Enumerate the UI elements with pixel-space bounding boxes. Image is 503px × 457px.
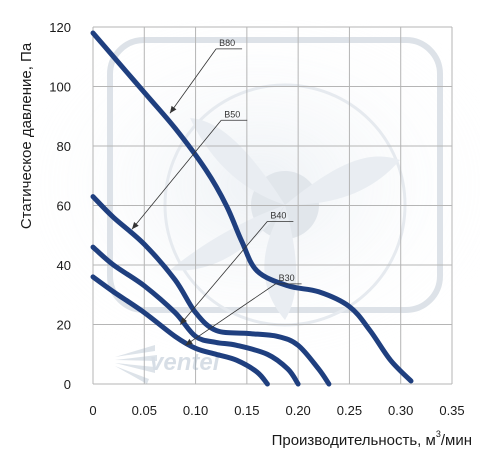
x-tick-label: 0.15 — [234, 403, 259, 418]
x-axis-title: Производительность, м3/мин — [272, 429, 472, 449]
x-axis-title-tail: /мин — [441, 432, 472, 449]
y-tick-label: 20 — [57, 318, 71, 333]
x-tick-label: 0.25 — [337, 403, 362, 418]
callout-arrow-b50 — [131, 221, 139, 230]
x-axis-title-superscript: 3 — [436, 429, 441, 439]
curve-b50 — [90, 194, 332, 387]
curve-b40 — [90, 244, 301, 387]
series-curves — [90, 30, 414, 387]
y-axis-title: Статическое давление, Па — [18, 42, 35, 229]
callout-leader-b80 — [169, 48, 217, 114]
x-axis-title-main: Производительность, м — [272, 432, 436, 449]
y-tick-label: 100 — [49, 80, 71, 95]
y-tick-label: 60 — [57, 199, 71, 214]
callout-label-b50: B50 — [224, 109, 240, 119]
y-tick-label: 40 — [57, 258, 71, 273]
x-tick-labels: 0 0.05 0.10 0.15 0.20 0.25 0.30 0.35 — [89, 403, 464, 418]
x-tick-label: 0.10 — [183, 403, 208, 418]
x-tick-label: 0 — [89, 403, 96, 418]
callout-leader-b30 — [185, 283, 276, 346]
x-tick-label: 0.30 — [388, 403, 413, 418]
y-tick-label: 0 — [64, 377, 71, 392]
x-tick-label: 0.05 — [132, 403, 157, 418]
callout-arrow-b30 — [185, 338, 193, 346]
callout-label-b80: B80 — [219, 38, 235, 48]
curve-b80 — [90, 30, 414, 384]
background-fan-image — [40, 20, 480, 350]
callout-label-b40: B40 — [270, 210, 286, 220]
callout-arrow-b40 — [180, 317, 187, 325]
x-tick-label: 0.35 — [439, 403, 464, 418]
y-tick-label: 80 — [57, 139, 71, 154]
callout-leader-b50 — [131, 119, 222, 230]
curve-callouts: B80 B50 B40 B30 — [131, 38, 302, 346]
grid-lines — [92, 26, 453, 385]
callout-arrow-b80 — [169, 105, 177, 114]
curve-b30 — [90, 274, 270, 387]
callout-leader-b40 — [179, 221, 268, 325]
callout-label-b30: B30 — [279, 273, 295, 283]
y-tick-labels: 0 20 40 60 80 100 120 — [49, 20, 71, 392]
y-tick-label: 120 — [49, 20, 71, 35]
x-tick-label: 0.20 — [285, 403, 310, 418]
